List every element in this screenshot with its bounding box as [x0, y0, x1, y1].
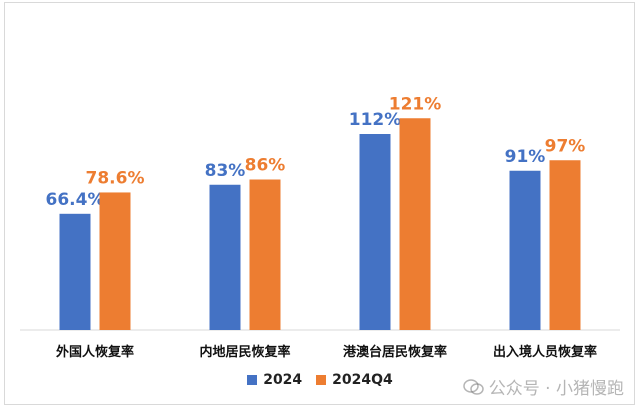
bar-2024q4-0	[99, 192, 131, 330]
category-label-2: 港澳台居民恢复率	[343, 344, 447, 360]
data-label-2024q4-0: 78.6%	[86, 168, 145, 188]
wechat-icon	[463, 378, 484, 395]
data-label-2024-1: 83%	[205, 161, 246, 181]
data-label-2024q4-3: 97%	[545, 136, 586, 156]
legend: 2024 2024Q4	[0, 372, 640, 388]
bar-2024q4-1	[249, 179, 281, 330]
legend-swatch-2024	[247, 375, 258, 385]
category-label-0: 外国人恢复率	[55, 344, 134, 360]
bar-2024-0	[59, 213, 91, 330]
data-label-2024-3: 91%	[505, 147, 546, 167]
bar-2024-1	[209, 184, 241, 330]
legend-item-2024: 2024	[247, 372, 302, 388]
chart-frame	[4, 2, 635, 405]
data-label-2024-2: 112%	[349, 110, 402, 130]
bar-2024-2	[359, 134, 391, 330]
data-label-2024-0: 66.4%	[46, 190, 105, 210]
legend-label-2024q4: 2024Q4	[332, 372, 393, 388]
legend-swatch-2024q4	[316, 375, 327, 385]
category-label-3: 出入境人员恢复率	[493, 344, 597, 360]
watermark-text: 公众号 · 小猪慢跑	[488, 379, 624, 399]
legend-label-2024: 2024	[263, 372, 303, 388]
legend-item-2024q4: 2024Q4	[316, 372, 393, 388]
data-label-2024q4-2: 121%	[389, 94, 442, 114]
watermark: 公众号 · 小猪慢跑	[463, 374, 624, 399]
data-label-2024q4-1: 86%	[245, 156, 286, 176]
bar-2024q4-2	[399, 118, 431, 330]
bar-2024q4-3	[549, 160, 581, 330]
bar-2024-3	[509, 170, 541, 330]
category-label-1: 内地居民恢复率	[199, 344, 290, 360]
